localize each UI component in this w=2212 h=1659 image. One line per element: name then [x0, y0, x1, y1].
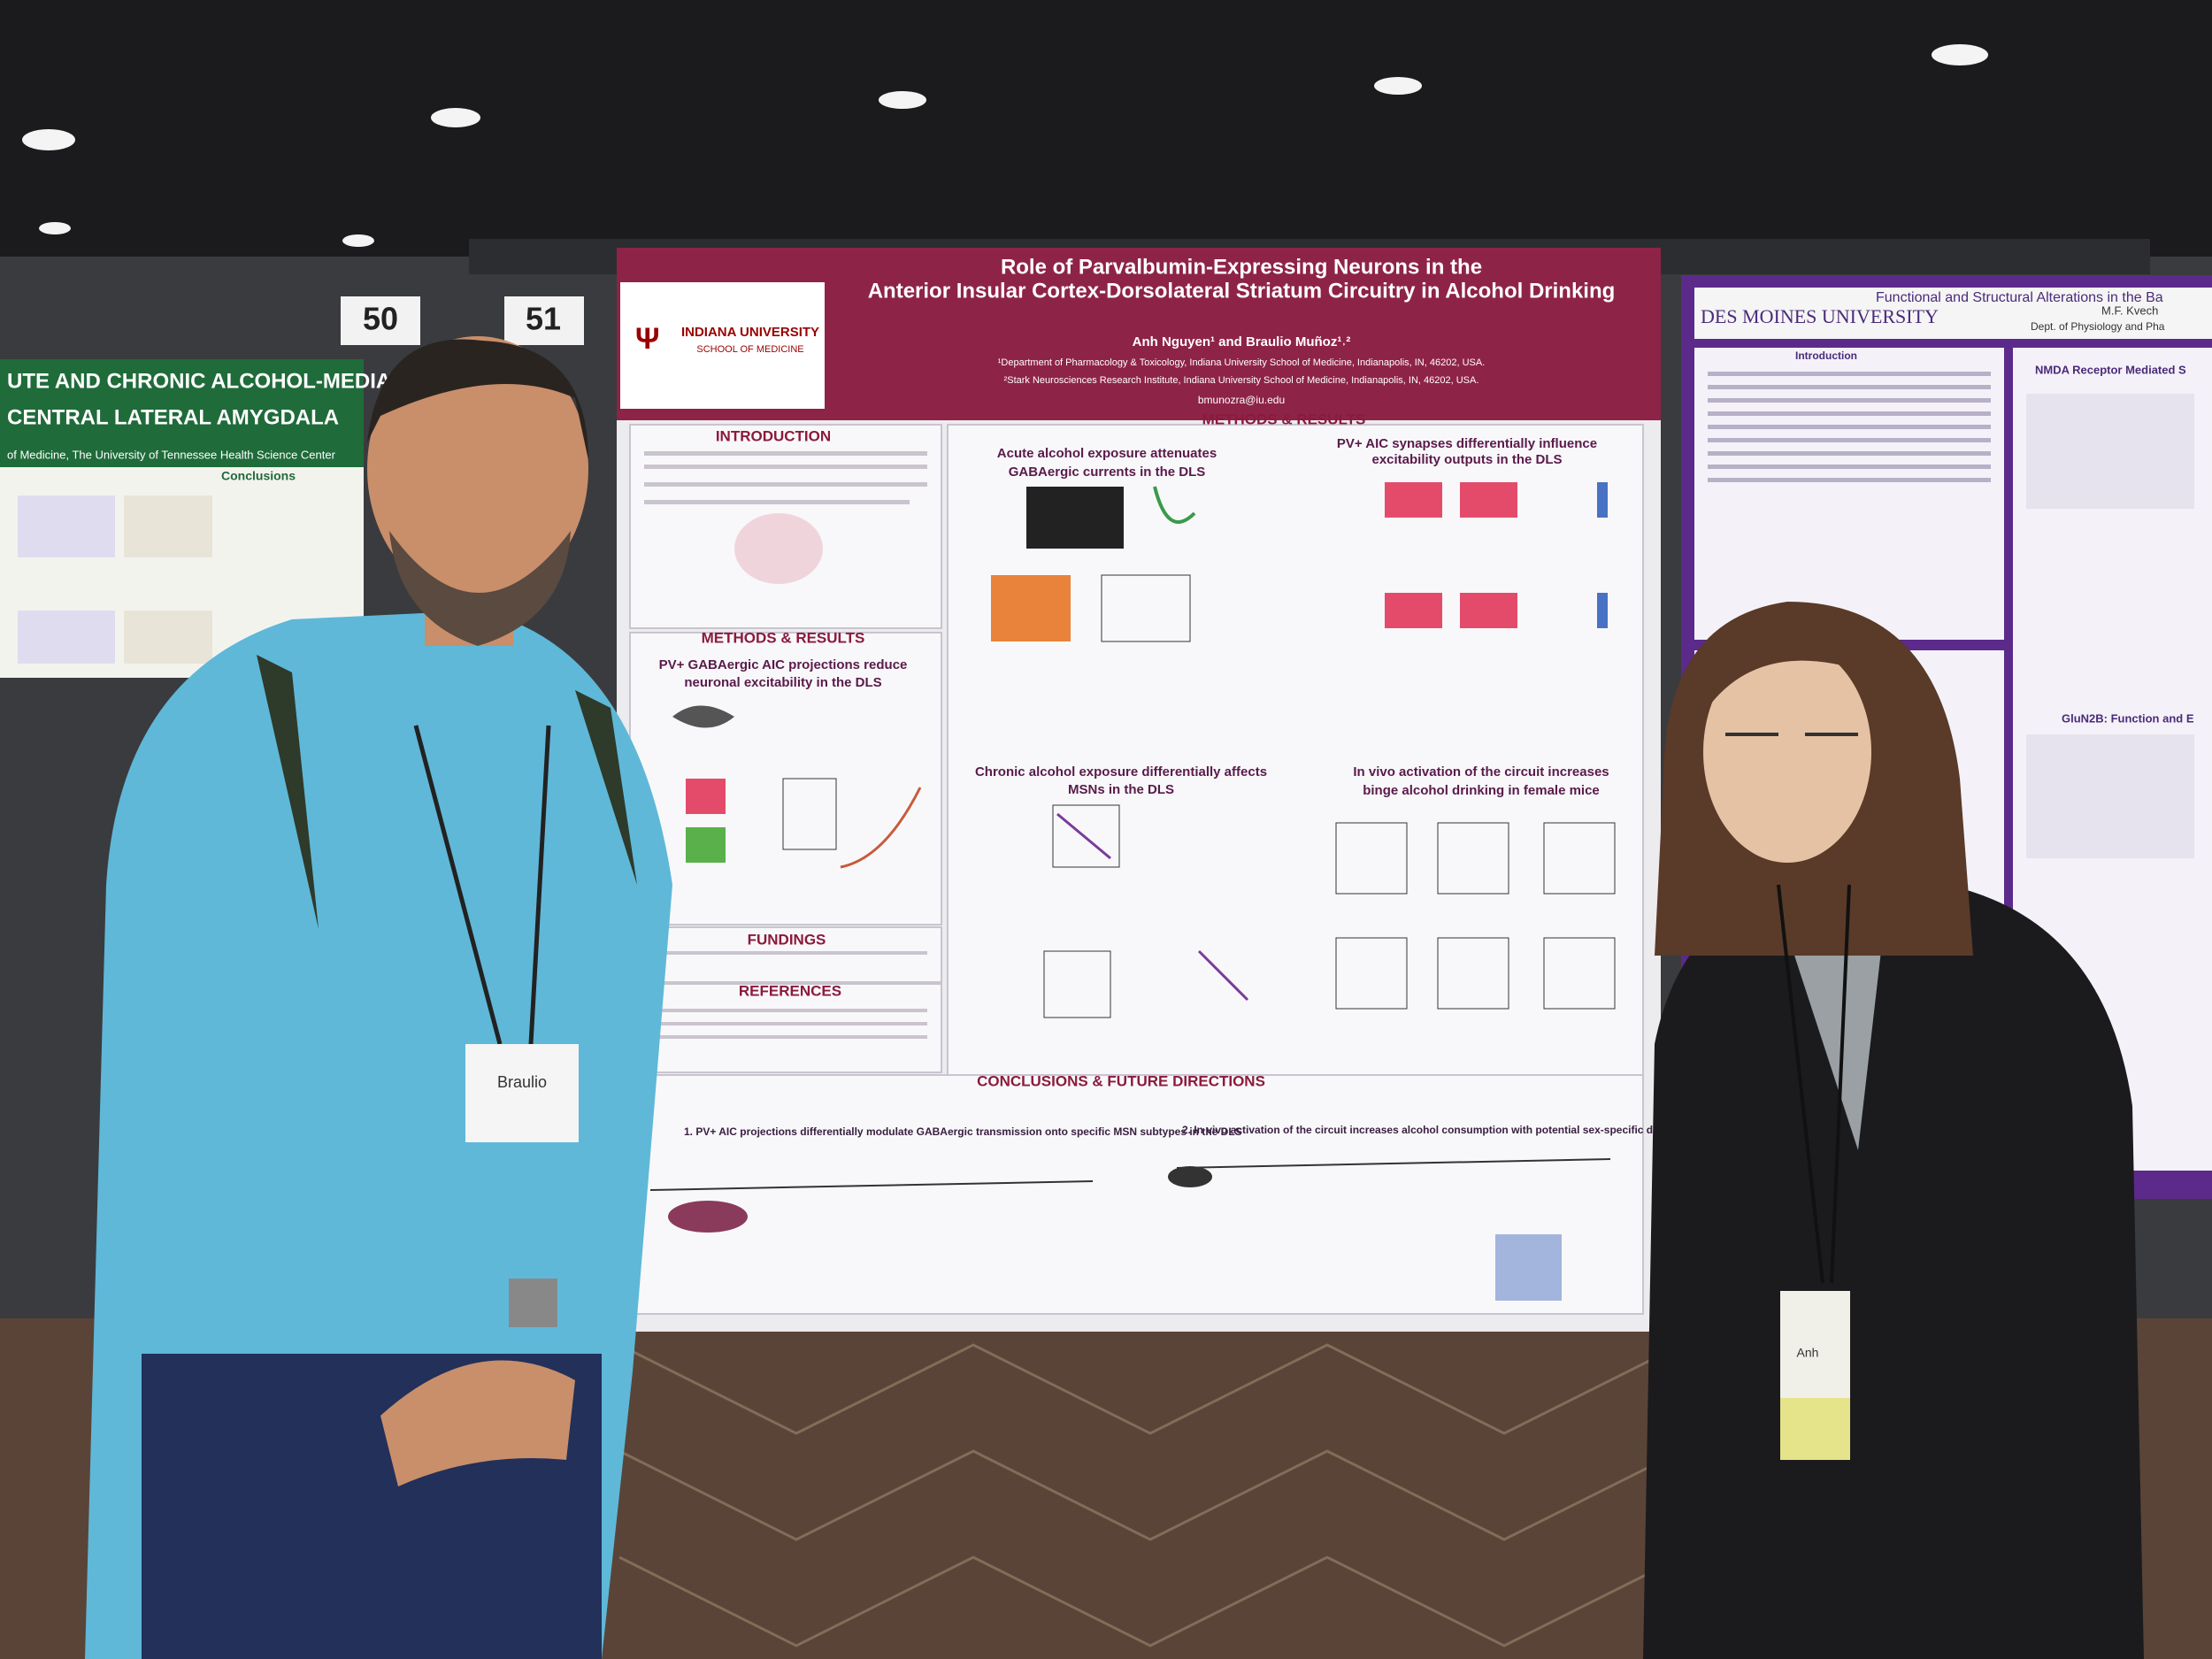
right-poster-section: NMDA Receptor Mediated S — [2035, 363, 2186, 376]
woman — [1643, 602, 2144, 1659]
poster-title: Anterior Insular Cortex-Dorsolateral Str… — [868, 279, 1616, 303]
figure-heading: MSNs in the DLS — [1068, 782, 1174, 797]
figure-heading: PV+ AIC synapses differentially influenc… — [1337, 436, 1597, 451]
poster-affiliation: ²Stark Neurosciences Research Institute,… — [1004, 375, 1479, 386]
badge-name: Braulio — [497, 1073, 547, 1091]
right-poster-text-lines — [1708, 372, 2194, 858]
school: SCHOOL OF MEDICINE — [696, 344, 803, 355]
poster-title: Role of Parvalbumin-Expressing Neurons i… — [1001, 255, 1482, 279]
figure-heading: PV+ GABAergic AIC projections reduce — [659, 657, 908, 672]
right-poster-author: M.F. Kvech — [2101, 303, 2158, 317]
right-poster-header — [1694, 288, 2212, 339]
badge-name: Anh — [1797, 1346, 1819, 1360]
left-poster-title: CENTRAL LATERAL AMYGDALA — [7, 405, 339, 429]
right-poster-department: Dept. of Physiology and Pha — [2031, 320, 2165, 333]
right-poster-institution: DES MOINES UNIVERSITY — [1701, 305, 1939, 327]
iu-trident: Ψ — [635, 322, 660, 356]
section-heading: METHODS & RESULTS — [1202, 411, 1366, 427]
right-poster-title: Functional and Structural Alterations in… — [1876, 290, 2163, 305]
left-poster-affiliation: of Medicine, The University of Tennessee… — [7, 448, 336, 461]
name-badge — [465, 1044, 579, 1142]
section-heading: METHODS & RESULTS — [702, 629, 865, 646]
carpet-pattern — [618, 1343, 1682, 1647]
section-heading: CONCLUSIONS & FUTURE DIRECTIONS — [977, 1072, 1265, 1089]
left-poster-figures — [18, 495, 212, 664]
poster-affiliation: ¹Department of Pharmacology & Toxicology… — [998, 357, 1486, 368]
section-heading: INTRODUCTION — [716, 427, 831, 444]
right-poster-section: Introduction — [1795, 349, 1857, 362]
poster-authors: Anh Nguyen¹ and Braulio Muñoz¹˒² — [1133, 334, 1351, 349]
figure-heading: In vivo activation of the circuit increa… — [1353, 764, 1609, 780]
right-poster-panel — [1694, 348, 2004, 640]
poster-figures — [644, 451, 1616, 1301]
man — [85, 336, 672, 1659]
conclusion: 1. PV+ AIC projections differentially mo… — [684, 1125, 1242, 1138]
section-heading: FUNDINGS — [748, 931, 826, 948]
board-number-card — [504, 296, 584, 345]
institution: INDIANA UNIVERSITY — [681, 325, 819, 340]
figure-heading: GABAergic currents in the DLS — [1009, 465, 1206, 480]
conclusion: 2. In vivo activation of the circuit inc… — [1182, 1124, 1703, 1136]
ceiling-lights — [22, 44, 1988, 247]
figure-heading: neuronal excitability in the DLS — [684, 675, 881, 690]
iu-logo-box — [620, 282, 825, 409]
figure-heading: Chronic alcohol exposure differentially … — [975, 764, 1267, 780]
badge-ribbon — [1780, 1398, 1850, 1460]
figure-heading: binge alcohol drinking in female mice — [1363, 783, 1600, 798]
right-poster-section: GluN2B: Function and E — [2062, 711, 2194, 725]
board-number: 50 — [363, 301, 398, 337]
figure-heading: excitability outputs in the DLS — [1371, 452, 1562, 467]
board-number: 51 — [526, 301, 561, 337]
left-poster-section: Conclusions — [221, 469, 296, 483]
poster-email: bmunozra@iu.edu — [1198, 394, 1285, 406]
ceiling — [0, 0, 2212, 265]
figure-heading: Acute alcohol exposure attenuates — [997, 446, 1217, 461]
board-number-card — [341, 296, 420, 345]
section-heading: REFERENCES — [739, 982, 841, 999]
left-poster-title: UTE AND CHRONIC ALCOHOL-MEDIATED — [7, 369, 432, 393]
left-poster-header — [0, 359, 364, 467]
